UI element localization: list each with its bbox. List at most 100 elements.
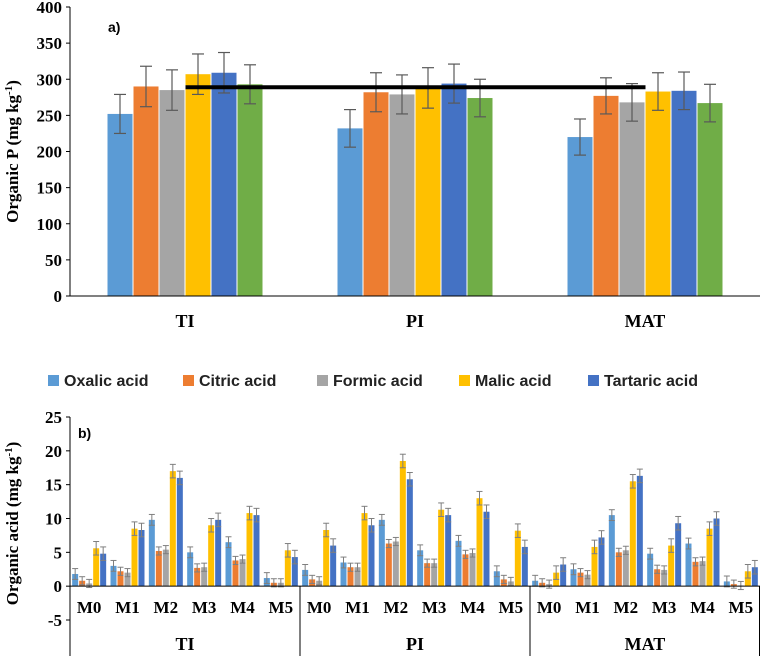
panel-b-bar	[110, 565, 117, 587]
panel-b-bar	[93, 548, 100, 587]
panel-b-x-tick-label: M0	[307, 598, 332, 617]
panel-b-error-bar	[647, 547, 654, 560]
panel-b-bar	[208, 525, 215, 587]
panel-b-error-bar	[507, 576, 514, 586]
legend-label: Formic acid	[333, 373, 423, 390]
panel-b-error-bar	[309, 574, 316, 584]
panel-b-error-bar	[117, 566, 124, 576]
panel-a-error-bar	[344, 108, 356, 148]
panel-b-error-bar	[539, 578, 546, 588]
panel-b-error-bar	[215, 512, 222, 528]
panel-b-error-bar	[330, 538, 337, 553]
panel-b-error-bar	[340, 556, 347, 569]
panel-b-error-bar	[270, 578, 277, 588]
panel-b-bar	[138, 530, 145, 587]
panel-b-bar	[354, 567, 361, 587]
panel-b-bar	[100, 553, 107, 587]
panel-b-bar	[124, 572, 131, 587]
panel-b-bar	[713, 518, 720, 587]
panel-b-y-tick-label: 0	[54, 577, 63, 596]
panel-b-error-bar	[124, 568, 131, 578]
panel-b-error-bar	[675, 515, 682, 531]
panel-b-error-bar	[208, 518, 215, 533]
panel-b-error-bar	[277, 578, 284, 588]
panel-b-bar	[385, 543, 392, 587]
panel-b-bar	[291, 557, 298, 587]
panel-b-bar	[392, 541, 399, 587]
panel-b-error-bar	[232, 555, 239, 566]
panel-b-bar	[462, 554, 469, 587]
panel-a-error-bar	[600, 77, 612, 115]
panel-b-error-bar	[438, 502, 445, 517]
panel-b-error-bar	[187, 546, 194, 559]
panel-b-x-tick-label: M0	[77, 598, 102, 617]
panel-b-error-bar	[225, 536, 232, 549]
panel-b-error-bar	[354, 562, 361, 572]
panel-b-x-tick-label: M1	[575, 598, 600, 617]
panel-b-error-bar	[253, 507, 260, 523]
panel-b-bar	[476, 498, 483, 587]
y-axis-title-superscript: -1	[3, 447, 15, 456]
panel-b-error-bar	[93, 541, 100, 556]
panel-b-bar	[629, 481, 636, 587]
panel-b-x-tick-label: M5	[499, 598, 524, 617]
y-axis-title-main: Organic acid (mg kg	[3, 456, 22, 605]
panel-a-error-bar	[448, 63, 460, 104]
panel-b-bar	[246, 513, 253, 587]
panel-b-bar	[368, 525, 375, 587]
panel-b-error-bar	[744, 564, 751, 579]
y-axis-title-end: )	[3, 442, 22, 448]
panel-a-bar	[467, 98, 493, 296]
legend-swatch	[459, 375, 470, 386]
panel-b-bar	[378, 519, 385, 587]
panel-b-bar	[72, 573, 79, 587]
panel-a-bar	[159, 90, 185, 297]
legend-swatch	[183, 375, 194, 386]
panel-b-bar	[577, 572, 584, 587]
panel-b-error-bar	[553, 565, 560, 580]
panel-b-error-bar	[668, 538, 675, 553]
panel-b-bar	[699, 561, 706, 587]
panel-a-bar	[645, 91, 671, 296]
panel-b-error-bar	[706, 521, 713, 536]
panel-b-x-tick-label: M4	[690, 598, 715, 617]
panel-b-error-bar	[284, 543, 291, 558]
legend-label: Citric acid	[199, 373, 276, 390]
panel-b-bar	[521, 546, 528, 587]
panel-b-bar	[323, 530, 330, 587]
panel-b-bar	[661, 569, 668, 587]
panel-a-x-tick-label: TI	[175, 311, 194, 331]
panel-b-error-bar	[323, 522, 330, 538]
panel-b-error-bar	[560, 557, 567, 572]
panel-a-error-bar	[140, 65, 152, 108]
panel-a-error-bar	[114, 93, 126, 135]
legend-label: Tartaric acid	[604, 373, 698, 390]
panel-a-bar	[593, 95, 619, 297]
panel-b-bar	[598, 537, 605, 587]
panel-b-error-bar	[584, 570, 591, 580]
panel-b-bar	[340, 562, 347, 587]
panel-b-x-tick-label: M1	[345, 598, 370, 617]
panel-b-error-bar	[570, 563, 577, 576]
panel-b-error-bar	[751, 559, 758, 575]
panel-a-bar	[389, 94, 415, 296]
panel-b-error-bar	[636, 468, 643, 484]
panel-b-bar	[347, 567, 354, 587]
panel-b-bar	[117, 571, 124, 587]
panel-b-error-bar	[629, 474, 636, 489]
panel-b-bar	[654, 569, 661, 587]
panel-a-organic-p-chart: 0 50 100 150 200 250 300 350 400 TI PI MAT a) Organic…	[3, 0, 760, 331]
panel-b-bar	[455, 540, 462, 587]
panel-b-bar	[215, 519, 222, 587]
panel-b-y-tick-label: 10	[45, 510, 62, 529]
panel-b-error-bar	[521, 539, 528, 555]
panel-b-error-bar	[737, 580, 744, 591]
panel-b-error-bar	[72, 568, 79, 580]
panel-b-error-bar	[385, 538, 392, 549]
panel-b-error-bar	[577, 568, 584, 578]
panel-a-bar	[671, 90, 697, 296]
panel-a-bar	[211, 72, 237, 296]
panel-b-x-tick-label: M4	[230, 598, 255, 617]
legend-swatch	[588, 375, 599, 386]
panel-a-y-tick-label: 150	[37, 179, 63, 198]
